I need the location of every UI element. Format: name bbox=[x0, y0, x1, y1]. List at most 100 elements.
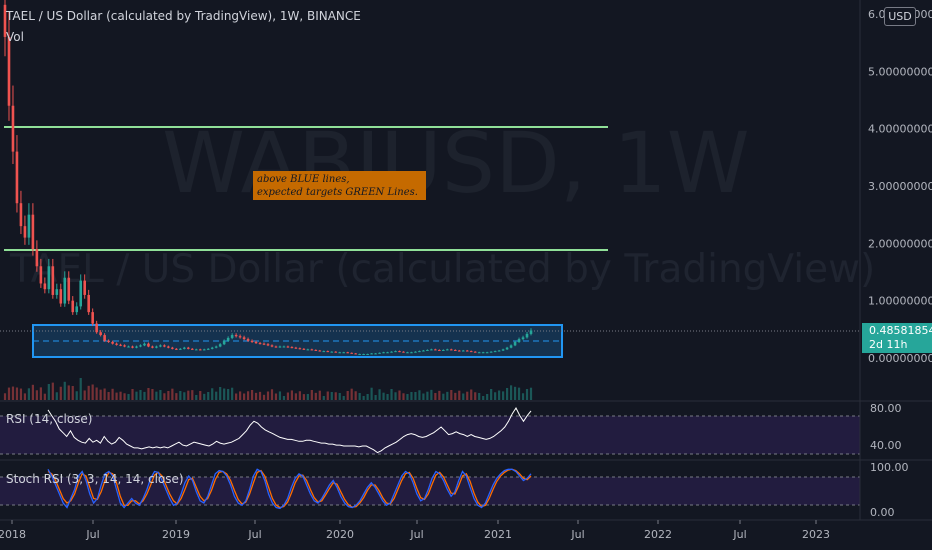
volume-bar bbox=[19, 388, 23, 400]
volume-bar bbox=[494, 392, 497, 400]
candle-body bbox=[31, 214, 35, 250]
rsi-tick-80: 80.00 bbox=[870, 402, 902, 415]
volume-bar bbox=[450, 390, 453, 400]
volume-bar bbox=[350, 388, 353, 400]
time-tick-label: 2020 bbox=[326, 528, 354, 541]
candle-body bbox=[238, 336, 242, 338]
time-tick-label: 2021 bbox=[484, 528, 512, 541]
candle-body bbox=[497, 350, 501, 352]
stoch-rsi-label[interactable]: Stoch RSI (3, 3, 14, 14, close) bbox=[6, 472, 184, 486]
candle-body bbox=[310, 349, 314, 351]
candle-body bbox=[11, 105, 15, 152]
rsi-label[interactable]: RSI (14, close) bbox=[6, 412, 93, 426]
candle-body bbox=[366, 353, 369, 355]
volume-bar bbox=[250, 390, 254, 400]
candle-body bbox=[43, 283, 47, 290]
volume-bar bbox=[310, 390, 313, 400]
volume-bar bbox=[115, 392, 118, 400]
candle-body bbox=[354, 353, 357, 355]
candle-body bbox=[19, 203, 23, 227]
candle-body bbox=[326, 351, 330, 353]
volume-bar bbox=[135, 391, 138, 400]
candle-body bbox=[230, 335, 234, 338]
volume-bar bbox=[7, 387, 11, 400]
candle-body bbox=[358, 353, 361, 355]
candle-body bbox=[362, 353, 365, 355]
candle-body bbox=[151, 346, 154, 348]
candle-body bbox=[15, 151, 19, 204]
volume-bar bbox=[31, 384, 34, 400]
candle-body bbox=[521, 337, 525, 340]
volume-bar bbox=[63, 381, 66, 400]
volume-bar bbox=[99, 389, 102, 400]
volume-bar bbox=[474, 392, 477, 400]
volume-bar bbox=[258, 391, 262, 400]
candle-body bbox=[406, 352, 409, 354]
candle-body bbox=[79, 280, 83, 307]
volume-bar bbox=[505, 388, 509, 400]
price-axis[interactable]: 6.000000005.000000004.000000003.00000000… bbox=[868, 8, 932, 365]
volume-bar bbox=[462, 393, 465, 400]
volume-bar bbox=[302, 394, 305, 400]
volume-bar bbox=[139, 390, 142, 400]
volume-bar bbox=[358, 393, 361, 400]
volume-bar bbox=[71, 386, 74, 400]
volume-bar bbox=[418, 390, 421, 400]
volume-bar bbox=[35, 390, 38, 400]
currency-button[interactable]: USD bbox=[884, 7, 916, 26]
volume-bar bbox=[11, 386, 15, 400]
volume-bar bbox=[422, 393, 425, 400]
candle-body bbox=[87, 294, 90, 313]
volume-bar bbox=[15, 387, 19, 400]
candles bbox=[3, 0, 533, 355]
volume-bar bbox=[131, 389, 134, 400]
candle-body bbox=[426, 349, 429, 351]
candle-body bbox=[517, 339, 521, 342]
volume-bar bbox=[398, 390, 401, 400]
time-tick-label: Jul bbox=[732, 528, 746, 541]
volume-bar bbox=[91, 384, 94, 400]
time-axis[interactable]: 2018 Jul 2019 Jul 2020 Jul 2021 Jul 2022 Jul 2023 bbox=[0, 520, 830, 541]
candle-body bbox=[214, 346, 218, 348]
candle-body bbox=[75, 306, 79, 313]
annotation-note[interactable]: above BLUE lines, expected targets GREEN… bbox=[253, 171, 426, 200]
candle-body bbox=[155, 346, 158, 348]
candle-body bbox=[55, 289, 59, 295]
volume-bar bbox=[159, 390, 162, 400]
volume-bar bbox=[370, 387, 373, 400]
volume-bar bbox=[394, 392, 397, 400]
volume-bar bbox=[490, 389, 493, 400]
volume-bar bbox=[195, 395, 198, 400]
candle-body bbox=[370, 353, 373, 355]
candle-body bbox=[258, 343, 262, 345]
volume-bar bbox=[366, 394, 369, 400]
candle-body bbox=[226, 337, 230, 341]
volume-bar bbox=[446, 391, 449, 400]
candle-body bbox=[202, 349, 206, 351]
volume-bar bbox=[426, 391, 429, 400]
volume-bar bbox=[242, 393, 246, 400]
candle-body bbox=[115, 343, 118, 345]
candle-body bbox=[143, 343, 146, 346]
candle-body bbox=[314, 349, 318, 351]
volume-bar bbox=[502, 391, 505, 400]
candle-body bbox=[410, 352, 413, 354]
candle-body bbox=[501, 349, 505, 351]
watermark-symbol: WABIUSD, 1W bbox=[162, 114, 750, 212]
candle-body bbox=[246, 339, 250, 341]
candle-body bbox=[71, 300, 75, 313]
candle-body bbox=[402, 351, 405, 353]
volume-bar bbox=[151, 389, 154, 400]
candle-body bbox=[294, 347, 298, 349]
candle-body bbox=[278, 346, 282, 348]
candle-body bbox=[430, 349, 433, 351]
bar-countdown: 2d 11h bbox=[869, 338, 908, 351]
volume-bar bbox=[235, 393, 238, 400]
volume-bar bbox=[75, 391, 78, 400]
volume-bar bbox=[155, 391, 158, 400]
candle-body bbox=[442, 349, 445, 351]
candle-body bbox=[139, 345, 142, 347]
volume-bar bbox=[266, 391, 270, 400]
candle-body bbox=[513, 341, 517, 346]
candle-body bbox=[334, 351, 338, 353]
